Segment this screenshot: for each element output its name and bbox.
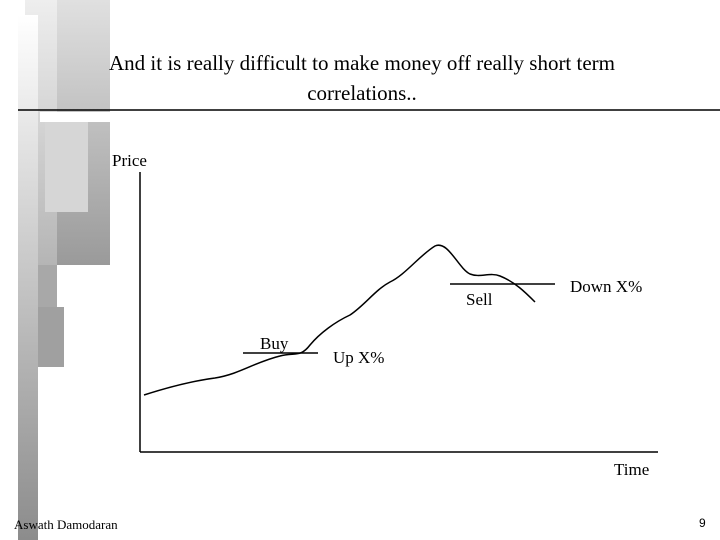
footer-author: Aswath Damodaran bbox=[14, 517, 118, 532]
decor-bar bbox=[45, 120, 88, 212]
y-axis-label: Price bbox=[112, 151, 147, 170]
page-number: 9 bbox=[699, 516, 706, 530]
slide-title: And it is really difficult to make money… bbox=[108, 51, 616, 105]
x-axis-label: Time bbox=[614, 460, 649, 479]
decor-bar bbox=[35, 307, 64, 367]
buy-label: Buy bbox=[260, 334, 289, 353]
decor-gap bbox=[40, 112, 720, 122]
price-curve bbox=[143, 244, 536, 396]
decor-bar bbox=[18, 15, 38, 540]
down-label: Down X% bbox=[570, 277, 642, 296]
sell-label: Sell bbox=[466, 290, 493, 309]
up-label: Up X% bbox=[333, 348, 384, 367]
